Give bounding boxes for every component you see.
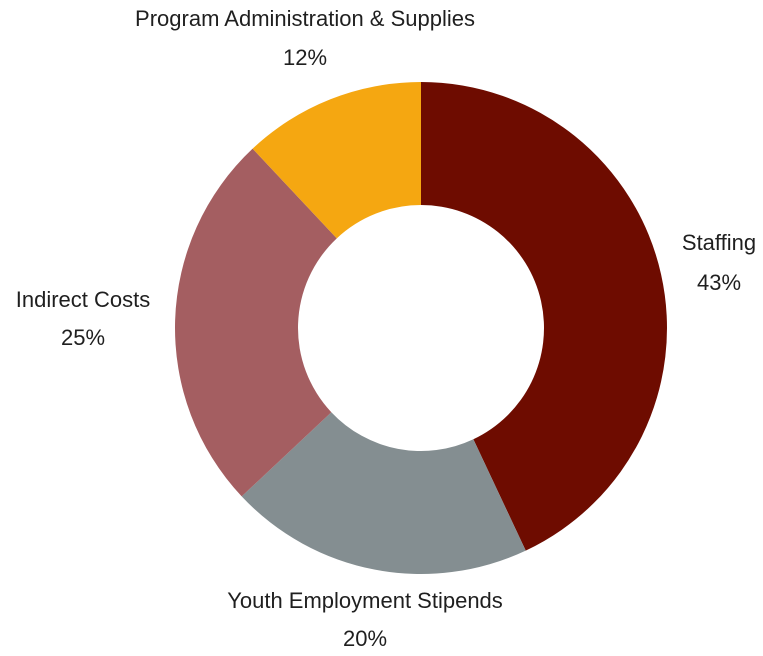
slice-value-label-program-administration-and-supplies: 12% <box>283 45 327 70</box>
slice-label-indirect-costs: Indirect Costs <box>16 287 151 312</box>
slice-indirect-costs <box>175 148 337 497</box>
slice-staffing <box>421 82 667 551</box>
slice-value-label-youth-employment-stipends: 20% <box>343 626 387 651</box>
slice-program-administration-and-supplies <box>252 82 421 239</box>
labels-layer: Staffing 43% Youth Employment Stipends 20% I… <box>16 6 756 651</box>
slice-youth-employment-stipends <box>241 412 526 574</box>
slices-layer <box>175 82 667 574</box>
slice-value-label-staffing: 43% <box>697 270 741 295</box>
slice-label-staffing: Staffing <box>682 230 756 255</box>
slice-value-label-indirect-costs: 25% <box>61 325 105 350</box>
slice-label-youth-employment-stipends: Youth Employment Stipends <box>227 588 503 613</box>
slice-label-program-administration-and-supplies: Program Administration & Supplies <box>135 6 475 31</box>
